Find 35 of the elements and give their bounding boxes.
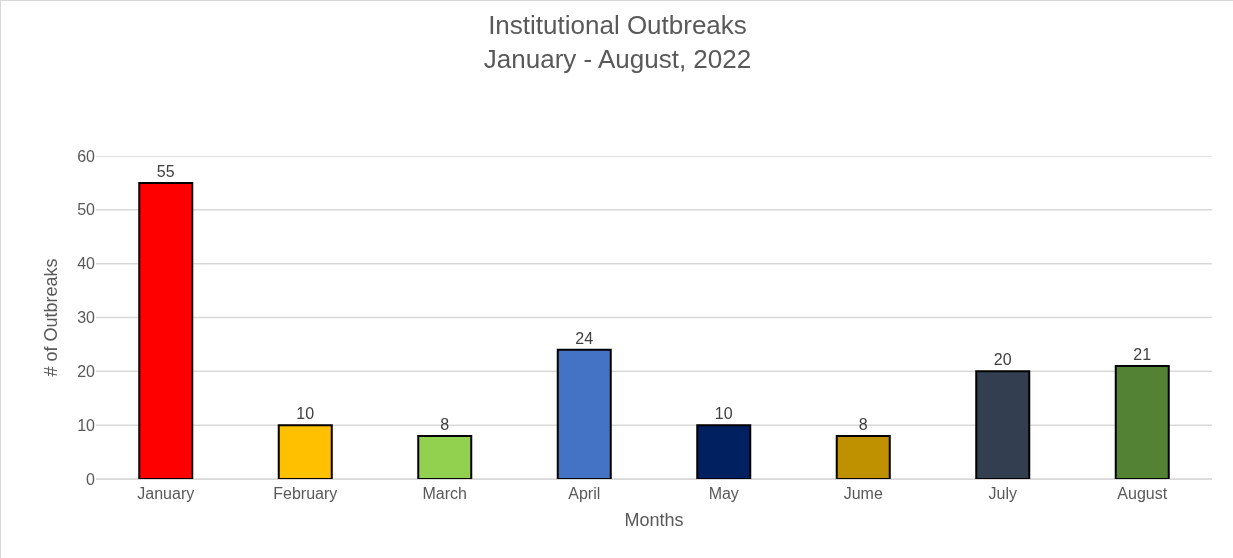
y-tick-label: 50	[77, 201, 96, 219]
bar	[277, 424, 333, 479]
data-label: 8	[858, 415, 868, 433]
data-label: 20	[993, 351, 1012, 369]
y-tick-label: 0	[86, 470, 96, 488]
x-tick-label: May	[708, 485, 739, 503]
data-label: 55	[156, 162, 175, 180]
y-tick-label: 20	[77, 362, 96, 380]
bar	[138, 181, 194, 479]
y-tick-label: 30	[77, 309, 96, 327]
y-tick-label: 40	[77, 255, 96, 273]
x-tick-label: January	[137, 485, 195, 503]
x-tick-label: July	[988, 485, 1017, 503]
y-tick-label: 10	[77, 416, 96, 434]
x-tick-label: March	[422, 485, 467, 503]
data-label: 10	[296, 405, 315, 423]
chart-subtitle: January - August, 2022	[483, 44, 752, 75]
y-tick-label: 60	[77, 147, 96, 165]
x-axis-title: Months	[624, 510, 684, 531]
data-label: 8	[440, 415, 450, 433]
x-tick-label: August	[1117, 485, 1168, 503]
bar	[975, 370, 1031, 479]
x-tick-label: Jume	[843, 485, 883, 503]
bar	[1114, 364, 1170, 479]
data-label: 24	[575, 329, 594, 347]
y-axis-title: # of Outbreaks	[41, 258, 62, 377]
bar	[417, 434, 473, 479]
x-tick-label: February	[273, 485, 338, 503]
chart-title: Institutional Outbreaks	[488, 10, 747, 41]
bar	[556, 348, 612, 479]
bar	[835, 434, 891, 479]
data-label: 21	[1133, 345, 1152, 363]
bar	[696, 424, 752, 479]
data-label: 10	[714, 405, 733, 423]
x-tick-label: April	[568, 485, 601, 503]
